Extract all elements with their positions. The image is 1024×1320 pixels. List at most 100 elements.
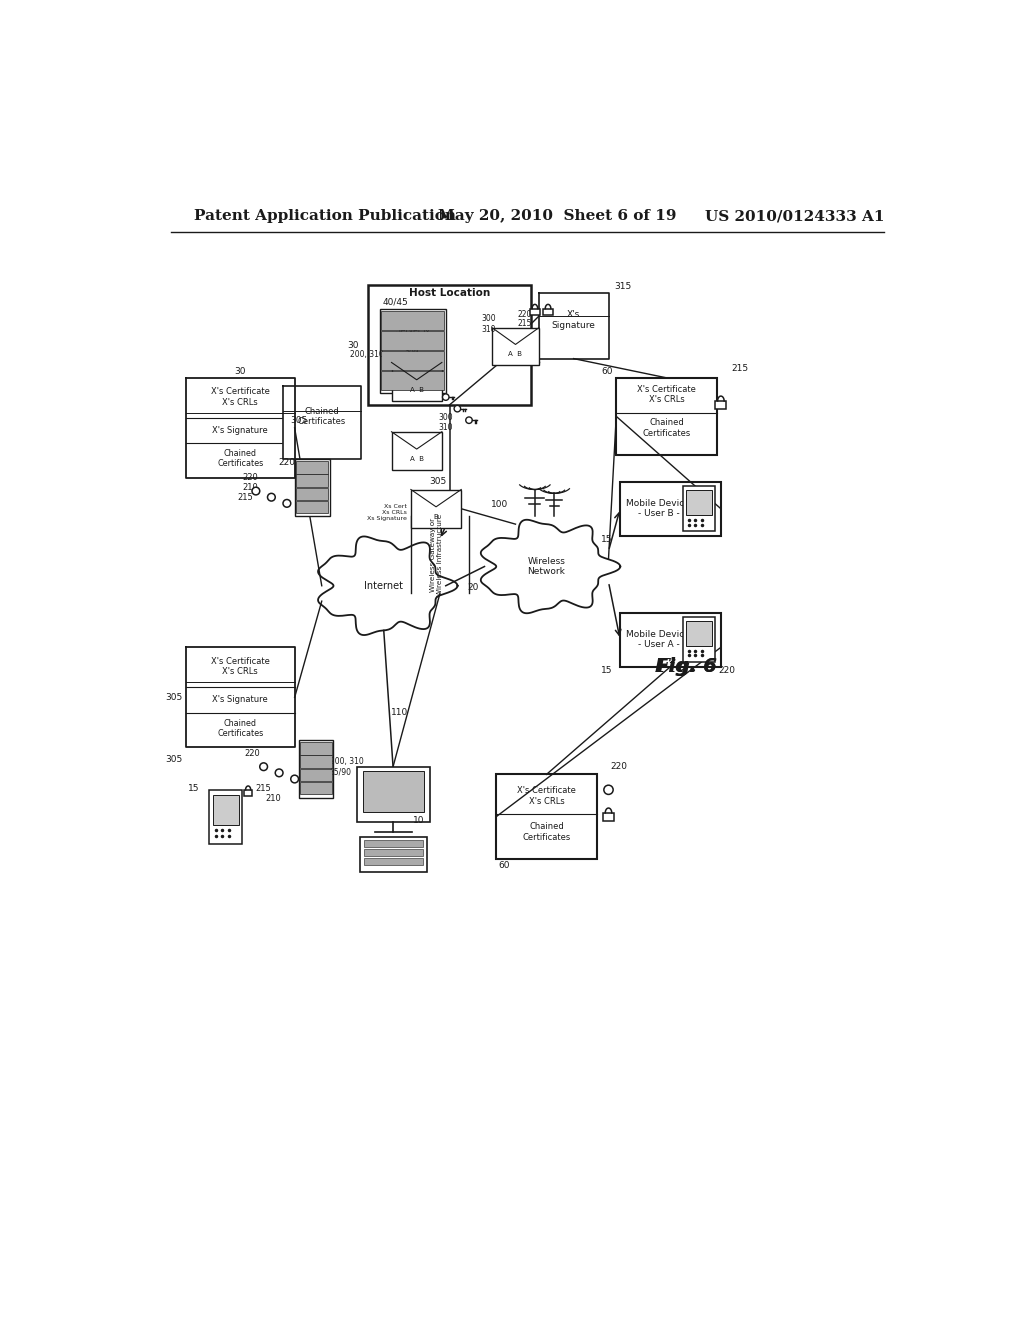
Bar: [213, 795, 239, 825]
Text: 305: 305: [165, 755, 182, 763]
Text: 215: 215: [517, 319, 531, 329]
Text: 305: 305: [165, 693, 182, 702]
Text: Message
Server &
Redirection
S/W: Message Server & Redirection S/W: [391, 315, 434, 355]
Bar: [683, 616, 715, 663]
Bar: [621, 612, 721, 667]
Polygon shape: [186, 647, 295, 747]
Circle shape: [466, 417, 472, 424]
Circle shape: [252, 487, 260, 495]
Text: X's Certificate
X's CRLs: X's Certificate X's CRLs: [517, 787, 575, 805]
Text: 300
310: 300 310: [438, 413, 453, 432]
Bar: [381, 312, 444, 330]
Bar: [493, 327, 539, 364]
Bar: [369, 285, 531, 405]
Text: 30: 30: [234, 367, 246, 376]
Circle shape: [454, 405, 461, 412]
Bar: [391, 363, 442, 401]
Text: A  B: A B: [410, 387, 424, 393]
Polygon shape: [539, 293, 608, 359]
Text: Wireless Gateway or
Wireless Infrastructure: Wireless Gateway or Wireless Infrastruct…: [429, 513, 442, 597]
Text: 215: 215: [256, 784, 271, 793]
Bar: [686, 490, 712, 515]
Text: X's Certificate
X's CRLs: X's Certificate X's CRLs: [211, 657, 269, 676]
Text: 220: 220: [719, 667, 735, 675]
Bar: [716, 401, 726, 409]
Text: X's Certificate
X's CRLs: X's Certificate X's CRLs: [211, 387, 269, 407]
Bar: [616, 378, 717, 455]
Text: 300
310: 300 310: [481, 314, 496, 334]
Text: 60: 60: [601, 367, 612, 376]
Bar: [603, 813, 614, 821]
Text: 220: 220: [243, 474, 258, 482]
Bar: [686, 622, 712, 647]
Text: 15: 15: [601, 535, 612, 544]
Text: 15: 15: [601, 667, 612, 675]
Circle shape: [260, 763, 267, 771]
Bar: [296, 487, 328, 500]
Circle shape: [604, 785, 613, 795]
Bar: [300, 781, 332, 795]
Bar: [356, 767, 430, 822]
Text: 315: 315: [614, 282, 632, 292]
Text: Fig. 6: Fig. 6: [655, 657, 717, 676]
Text: 30: 30: [347, 341, 359, 350]
Circle shape: [283, 499, 291, 507]
Text: Chained
Certificates: Chained Certificates: [522, 822, 570, 842]
Bar: [381, 351, 444, 370]
Bar: [380, 309, 445, 393]
Text: 305: 305: [290, 416, 307, 425]
Text: 220: 220: [279, 458, 295, 467]
Text: Chained
Certificates: Chained Certificates: [217, 718, 263, 738]
Circle shape: [275, 770, 283, 776]
Text: Chained
Certificates: Chained Certificates: [642, 418, 691, 438]
Text: 20: 20: [467, 583, 478, 591]
Text: X's Certificate
X's CRLs: X's Certificate X's CRLs: [637, 385, 696, 404]
Text: B: B: [434, 515, 438, 520]
Bar: [209, 789, 242, 843]
Bar: [364, 849, 423, 855]
Text: X's Signature: X's Signature: [213, 426, 268, 434]
Polygon shape: [318, 536, 458, 635]
Text: Mobile Device
- User B -: Mobile Device - User B -: [627, 499, 690, 519]
Bar: [391, 432, 442, 470]
Text: X's
Signature: X's Signature: [552, 310, 596, 330]
Bar: [300, 742, 332, 755]
Bar: [299, 739, 334, 797]
Bar: [300, 755, 332, 768]
Bar: [381, 331, 444, 350]
Text: Xs Cert
Xs CRLs
Xs Signature: Xs Cert Xs CRLs Xs Signature: [368, 504, 407, 521]
Text: 15: 15: [187, 784, 200, 793]
Bar: [296, 461, 328, 474]
Bar: [296, 474, 328, 487]
Text: Internet: Internet: [365, 581, 403, 591]
Text: Chained
Certificates: Chained Certificates: [217, 449, 263, 469]
Text: May 20, 2010  Sheet 6 of 19: May 20, 2010 Sheet 6 of 19: [438, 209, 677, 223]
Text: 305: 305: [429, 478, 446, 486]
Bar: [364, 858, 423, 865]
Bar: [621, 482, 721, 536]
Circle shape: [291, 775, 299, 783]
Bar: [362, 771, 424, 812]
Bar: [496, 775, 597, 859]
Text: 220: 220: [610, 762, 627, 771]
Bar: [295, 459, 330, 516]
Text: 200, 310
85/90: 200, 310 85/90: [330, 756, 364, 776]
Text: US 2010/0124333 A1: US 2010/0124333 A1: [706, 209, 885, 223]
Text: 215: 215: [732, 364, 749, 374]
Bar: [244, 789, 252, 796]
Bar: [683, 486, 715, 532]
Bar: [364, 840, 423, 847]
Text: 100: 100: [492, 500, 509, 510]
Bar: [300, 768, 332, 781]
Text: 210: 210: [517, 329, 531, 338]
Bar: [411, 490, 461, 528]
Polygon shape: [481, 520, 621, 614]
Polygon shape: [186, 378, 295, 478]
Bar: [296, 500, 328, 513]
Text: Fig. 6: Fig. 6: [655, 657, 717, 676]
Text: 215: 215: [238, 492, 253, 502]
Text: X's Signature: X's Signature: [213, 696, 268, 704]
Text: 220: 220: [244, 750, 260, 758]
Circle shape: [267, 494, 275, 502]
Text: 220: 220: [517, 310, 531, 319]
